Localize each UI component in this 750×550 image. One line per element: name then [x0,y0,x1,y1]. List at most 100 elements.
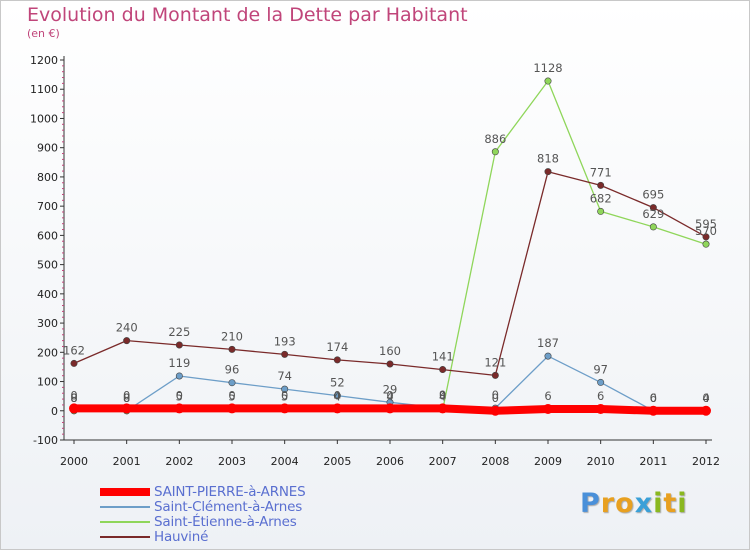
x-tick-label: 2003 [218,455,246,468]
data-label: 5 [176,389,183,403]
proxiti-logo: Proxiti [580,488,688,519]
data-point [228,379,236,387]
x-tick-label: 2012 [692,455,720,468]
data-point [544,168,552,176]
legend-item: Saint-Clément-à-Arnes [100,498,306,515]
data-label: 29 [383,382,398,396]
data-point [386,360,394,368]
data-label: 5 [228,389,235,403]
data-point [544,77,552,85]
axes: -100010020030040050060070080090010001100… [30,54,720,468]
data-point [595,404,606,415]
data-point [333,392,341,400]
data-point [175,372,183,380]
legend-swatch [100,535,150,538]
data-label: 8 [123,391,130,405]
data-label: 9 [439,388,446,402]
data-label: 4 [386,390,393,404]
x-tick-label: 2008 [481,455,509,468]
data-label: 0 [228,388,235,402]
data-label: 174 [326,340,348,354]
data-label: 119 [168,356,190,370]
legend-label: Saint-Clément-à-Arnes [154,498,303,515]
data-label: 4 [439,390,446,404]
chart-subtitle: (en €) [27,27,60,40]
data-label: 5 [281,389,288,403]
data-point [491,371,499,379]
data-point [490,405,501,416]
data-point [279,403,290,414]
chart-title: Evolution du Montant de la Dette par Hab… [27,4,468,26]
data-label: 595 [695,217,717,231]
data-label: 0 [281,388,288,402]
data-label: 0 [123,391,130,405]
data-label: 0 [702,391,709,405]
data-label: 682 [590,191,612,205]
data-label: 695 [642,188,664,202]
y-tick-label: 400 [37,288,58,301]
data-point [121,403,132,414]
y-tick-label: 900 [37,142,58,155]
data-label: 0 [386,388,393,402]
data-point [597,378,605,386]
x-tick-label: 2010 [587,455,615,468]
data-label: 4 [334,390,341,404]
data-label: 629 [642,207,664,221]
legend-swatch [100,505,150,508]
legend-swatch [100,487,150,496]
y-tick-label: 300 [37,317,58,330]
data-label: 160 [379,344,401,358]
data-label: 1128 [533,61,562,75]
data-point [69,403,79,414]
y-tick-label: 1000 [30,112,58,125]
data-label: 0 [70,391,77,405]
legend-label: SAINT-PIERRE-à-ARNES [154,483,306,500]
data-point [597,207,605,215]
data-label: 8 [70,391,77,405]
legend-item: Hauviné [100,529,306,545]
x-tick-label: 2007 [429,455,457,468]
data-label: 187 [537,336,559,350]
data-point [385,403,395,414]
y-tick-label: 500 [37,259,58,272]
y-tick-label: 800 [37,171,58,184]
data-label: 240 [116,321,138,335]
y-tick-label: 1100 [30,83,58,96]
data-label: 162 [63,343,85,357]
data-label: 4 [702,391,709,405]
data-label: 0 [650,391,657,405]
data-point [701,405,711,416]
legend-swatch [100,520,150,523]
data-label: 96 [225,363,240,377]
data-point [227,403,237,414]
data-label: 0 [492,388,499,402]
data-label: 0 [70,388,77,402]
data-point [123,337,131,345]
data-label: 0 [176,388,183,402]
x-tick-label: 2006 [376,455,404,468]
data-point [648,405,659,416]
y-tick-label: 1200 [30,54,58,67]
data-label: 6 [597,389,604,403]
data-label: 74 [277,369,292,383]
data-label: 6 [544,389,551,403]
data-point [491,148,499,156]
data-label: 0 [492,391,499,405]
data-label: 193 [274,334,296,348]
data-label: 141 [432,350,454,364]
data-label: 225 [168,325,190,339]
y-tick-label: 100 [37,376,58,389]
data-point [333,356,341,364]
data-label: 0 [439,388,446,402]
data-point [597,181,605,189]
data-label: 97 [593,362,608,376]
data-point [175,341,183,349]
data-label: 570 [695,224,717,238]
data-point [281,350,289,358]
data-point [649,223,657,231]
y-tick-label: -100 [33,434,58,447]
y-tick-label: 600 [37,229,58,242]
data-label: 0 [123,388,130,402]
